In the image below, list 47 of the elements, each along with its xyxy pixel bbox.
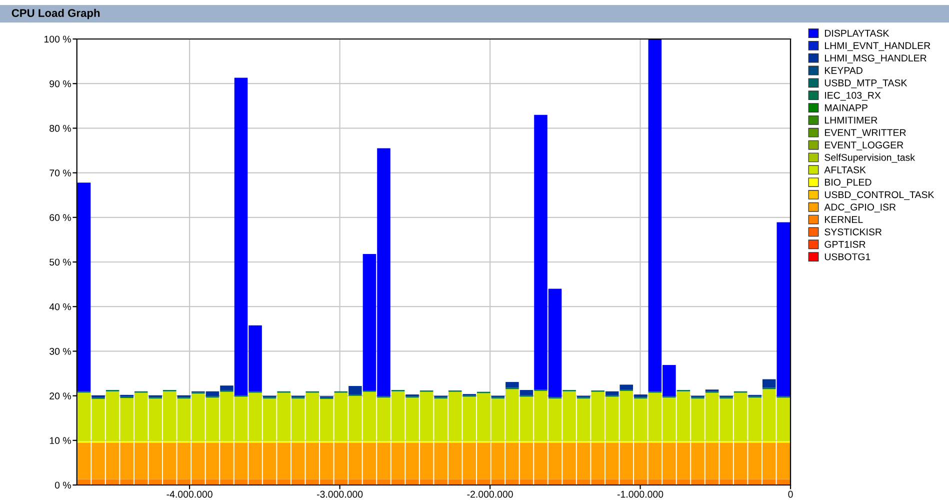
x-tick-label: 0: [788, 490, 793, 498]
y-tick-label: 60 %: [50, 214, 71, 222]
legend-label: SYSTICKISR: [824, 228, 882, 236]
x-tick-label: -2.000.000: [467, 490, 513, 498]
y-tick-label: 40 %: [49, 303, 71, 310]
y-tick-label: 90 %: [50, 80, 71, 88]
legend-label: ADC_GPIO_ISR: [824, 204, 896, 212]
bar: [620, 384, 634, 390]
legend-label: USBD_CONTROL_TASK: [824, 191, 934, 200]
legend-label: EVENT_LOGGER: [824, 142, 904, 150]
bar: [220, 386, 234, 390]
legend-label: SelfSupervision_task: [824, 154, 915, 163]
y-tick-label: 80 %: [50, 124, 71, 132]
legend-label: LHMI_MSG_HANDLER: [824, 54, 926, 64]
legend-label: KERNEL: [824, 216, 863, 223]
chart-title: CPU Load Graph: [12, 8, 100, 20]
legend-label: MAINAPP: [824, 104, 868, 112]
legend-label: USBD_MTP_TASK: [824, 79, 908, 88]
bar: [348, 386, 362, 394]
legend-label: LHMITIMER: [824, 116, 878, 124]
bar: [520, 390, 534, 396]
legend-label: GPT1ISR: [824, 240, 866, 248]
legend-label: USBOTG1: [824, 253, 870, 260]
bar: [762, 379, 776, 388]
y-tick-label: 50 %: [50, 258, 71, 266]
legend-label: EVENT_WRITTER: [824, 129, 906, 138]
legend-label: LHMI_EVNT_HANDLER: [824, 42, 930, 51]
y-tick-label: 10 %: [50, 437, 71, 444]
bar: [506, 382, 519, 388]
bar: [605, 391, 619, 396]
bar: [776, 222, 790, 396]
y-tick-label: 30 %: [50, 348, 71, 355]
x-tick-label: -3.000.000: [316, 490, 363, 498]
y-tick-label: 100 %: [44, 36, 71, 43]
y-tick-label: 70 %: [50, 170, 71, 176]
legend-label: BIO_PLED: [824, 178, 872, 188]
x-tick-label: -1.000.000: [617, 490, 664, 498]
bar: [634, 394, 648, 398]
legend-label: KEYPAD: [824, 67, 862, 74]
bar: [77, 182, 91, 392]
y-tick-label: 0 %: [54, 482, 71, 489]
y-tick-label: 20 %: [50, 392, 71, 400]
legend-label: IEC_103_RX: [825, 92, 881, 101]
x-tick-label: -4.000.000: [166, 490, 212, 498]
legend-label: DISPLAYTASK: [824, 30, 890, 37]
legend-label: AFLTASK: [824, 166, 866, 174]
bar: [92, 395, 105, 398]
